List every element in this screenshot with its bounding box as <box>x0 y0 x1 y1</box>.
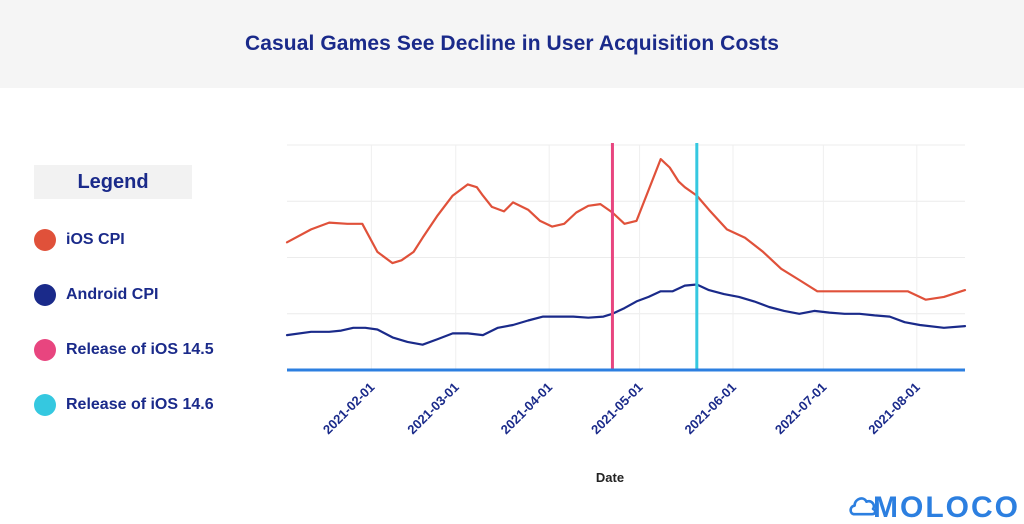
legend-label: Release of iOS 14.6 <box>66 396 214 413</box>
logo-text: MOLOCO <box>873 491 1020 524</box>
x-tick-label: 2021-08-01 <box>865 380 923 438</box>
ios-14-5-swatch-icon <box>34 339 56 361</box>
ios-cpi-line <box>285 158 967 301</box>
legend-item-ios-cpi: iOS CPI <box>34 229 125 251</box>
ios-14-6-swatch-icon <box>34 394 56 416</box>
x-tick-label: 2021-02-01 <box>320 380 378 438</box>
cloud-logo-icon <box>849 497 877 516</box>
x-axis-title: Date <box>596 470 624 485</box>
android-cpi-swatch-icon <box>34 284 56 306</box>
x-tick-label: 2021-07-01 <box>772 380 830 438</box>
legend-item-ios-14-5: Release of iOS 14.5 <box>34 339 214 361</box>
x-tick-label: 2021-05-01 <box>588 380 646 438</box>
legend-label: Release of iOS 14.5 <box>66 341 214 358</box>
android-cpi-line <box>285 283 967 346</box>
x-tick-label: 2021-03-01 <box>404 380 462 438</box>
legend-item-ios-14-6: Release of iOS 14.6 <box>34 394 214 416</box>
header-bar: Casual Games See Decline in User Acquisi… <box>0 0 1024 88</box>
legend-heading: Legend <box>34 165 192 199</box>
chart-title: Casual Games See Decline in User Acquisi… <box>244 32 780 55</box>
legend-item-android-cpi: Android CPI <box>34 284 158 306</box>
ios-cpi-swatch-icon <box>34 229 56 251</box>
x-tick-label: 2021-04-01 <box>498 380 556 438</box>
legend-label: Android CPI <box>66 286 159 303</box>
legend-label: iOS CPI <box>66 231 125 248</box>
x-tick-label: 2021-06-01 <box>681 380 739 438</box>
moloco-logo: MOLOCO <box>848 475 1020 523</box>
